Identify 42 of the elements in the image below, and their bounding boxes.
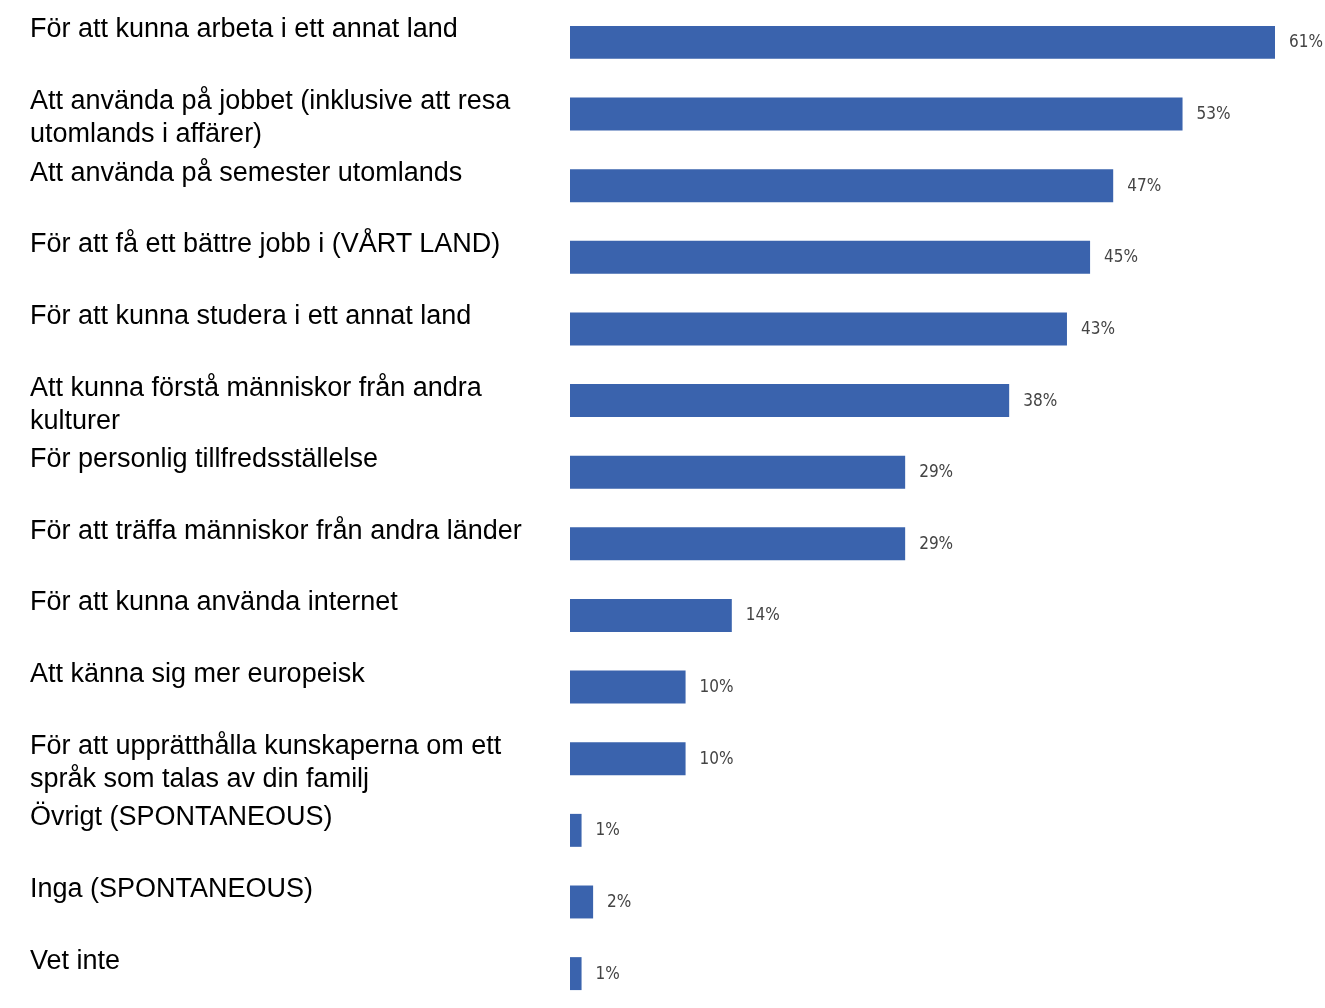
data-label: 29% xyxy=(919,461,954,482)
data-label: 61% xyxy=(1289,31,1323,52)
data-label: 29% xyxy=(919,532,954,553)
data-label: 43% xyxy=(1080,317,1115,338)
bar xyxy=(570,455,906,489)
y-tick-label: Att använda på jobbet (inklusive att resa utomlands i affärer) xyxy=(30,85,512,149)
bar xyxy=(570,742,686,776)
y-tick-label: För personlig tillfredsställelse xyxy=(30,443,379,474)
y-tick-label: Att känna sig mer europeisk xyxy=(30,658,366,689)
y-tick-label: För att träffa människor från andra länder xyxy=(30,514,522,545)
data-label: 1% xyxy=(595,819,620,840)
bar xyxy=(570,169,1114,203)
data-label: 10% xyxy=(699,747,734,768)
y-tick-label: Övrigt (SPONTANEOUS) xyxy=(30,801,333,832)
bar xyxy=(570,598,732,632)
bar xyxy=(570,670,686,704)
bar xyxy=(570,527,906,561)
data-label: 2% xyxy=(607,890,632,911)
y-tick-label: För att kunna studera i ett annat land xyxy=(30,299,472,330)
bar xyxy=(570,312,1067,346)
bar xyxy=(570,885,594,919)
data-label: 38% xyxy=(1023,389,1058,410)
y-tick-label: Inga (SPONTANEOUS) xyxy=(30,872,314,903)
bar xyxy=(570,384,1010,418)
data-label: 47% xyxy=(1127,174,1162,195)
y-tick-label: Att kunna förstå människor från andra kulturer xyxy=(30,371,483,435)
bar xyxy=(570,957,582,991)
y-tick-label: Vet inte xyxy=(30,944,121,975)
y-tick-label: För att upprätthålla kunskaperna om ett språk som talas av din familj xyxy=(30,729,502,793)
bar xyxy=(570,240,1091,274)
y-tick-label: För att kunna använda internet xyxy=(30,586,399,617)
bar xyxy=(570,813,582,847)
data-label: 53% xyxy=(1196,103,1231,124)
bar xyxy=(570,97,1183,131)
bar xyxy=(570,25,1275,59)
y-tick-label: För att kunna arbeta i ett annat land xyxy=(30,13,458,44)
data-label: 45% xyxy=(1104,246,1139,267)
data-label: 14% xyxy=(745,604,780,625)
data-label: 1% xyxy=(595,962,620,983)
y-tick-label: Att använda på semester utomlands xyxy=(30,156,463,187)
y-tick-label: För att få ett bättre jobb i (VÅRT LAND) xyxy=(30,227,501,259)
data-label: 10% xyxy=(699,676,734,697)
